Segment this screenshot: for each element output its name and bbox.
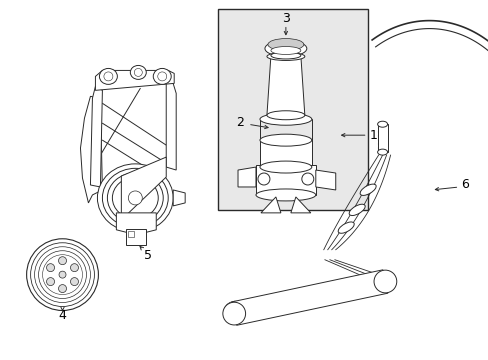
Ellipse shape — [153, 68, 171, 84]
Text: 6: 6 — [461, 179, 468, 192]
Bar — [218, 9, 367, 210]
Ellipse shape — [70, 278, 78, 285]
Ellipse shape — [128, 191, 142, 205]
Ellipse shape — [134, 68, 142, 76]
Ellipse shape — [103, 72, 113, 81]
Bar — [377, 124, 387, 152]
Ellipse shape — [338, 222, 353, 233]
Ellipse shape — [97, 164, 173, 232]
Ellipse shape — [255, 189, 315, 201]
Ellipse shape — [59, 257, 66, 265]
Ellipse shape — [130, 66, 146, 80]
Ellipse shape — [301, 173, 313, 185]
Polygon shape — [95, 71, 174, 90]
Polygon shape — [290, 197, 310, 213]
Ellipse shape — [223, 302, 245, 325]
Bar — [255, 165, 315, 195]
Bar — [260, 140, 311, 168]
Ellipse shape — [46, 264, 55, 272]
Polygon shape — [266, 55, 304, 115]
Ellipse shape — [59, 285, 66, 293]
Ellipse shape — [359, 184, 375, 195]
Polygon shape — [315, 170, 335, 190]
Polygon shape — [90, 86, 102, 187]
Polygon shape — [238, 167, 255, 187]
Polygon shape — [261, 197, 280, 213]
Ellipse shape — [377, 149, 387, 155]
Ellipse shape — [46, 278, 55, 285]
Ellipse shape — [99, 68, 117, 84]
Ellipse shape — [266, 111, 304, 120]
Text: 3: 3 — [282, 12, 289, 25]
Ellipse shape — [26, 239, 98, 310]
Ellipse shape — [102, 168, 168, 228]
Polygon shape — [173, 190, 185, 206]
Ellipse shape — [266, 53, 304, 60]
Bar — [126, 229, 146, 245]
Ellipse shape — [260, 161, 311, 173]
Ellipse shape — [107, 173, 163, 223]
Ellipse shape — [260, 134, 311, 146]
Ellipse shape — [270, 46, 300, 54]
Text: 4: 4 — [59, 309, 66, 322]
Polygon shape — [81, 96, 102, 203]
Ellipse shape — [260, 113, 311, 125]
Polygon shape — [121, 157, 166, 220]
Ellipse shape — [270, 52, 300, 59]
Bar — [128, 231, 134, 237]
Text: 1: 1 — [369, 129, 377, 142]
Ellipse shape — [112, 177, 158, 219]
Ellipse shape — [158, 72, 166, 81]
Text: 2: 2 — [236, 116, 244, 129]
Text: 5: 5 — [144, 249, 152, 262]
Ellipse shape — [373, 270, 396, 293]
Ellipse shape — [264, 41, 306, 57]
Polygon shape — [231, 270, 387, 325]
Polygon shape — [116, 213, 156, 235]
Ellipse shape — [267, 39, 303, 50]
Ellipse shape — [59, 271, 66, 278]
Ellipse shape — [377, 121, 387, 127]
Polygon shape — [166, 80, 176, 170]
Ellipse shape — [258, 173, 269, 185]
Ellipse shape — [348, 204, 365, 216]
Ellipse shape — [70, 264, 78, 272]
